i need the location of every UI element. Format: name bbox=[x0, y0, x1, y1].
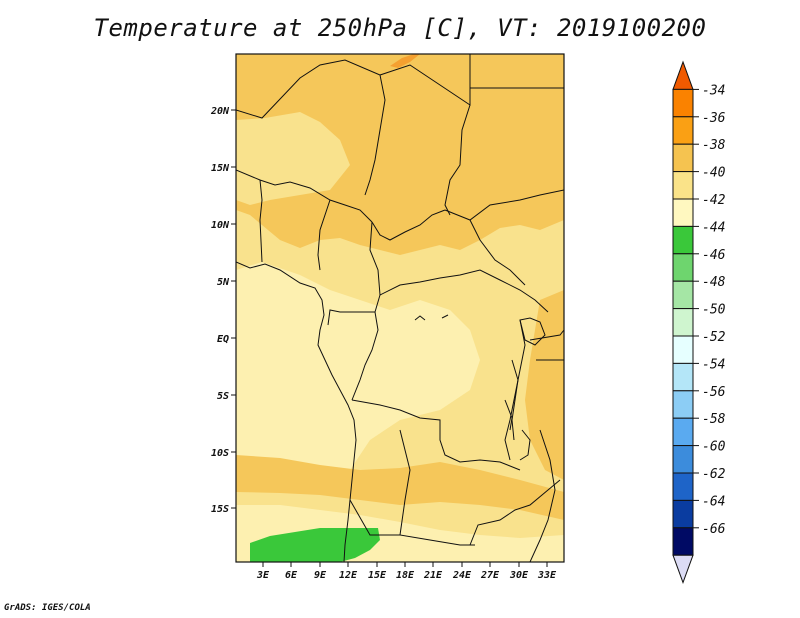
colorbar-label: -52 bbox=[702, 330, 726, 345]
colorbar-segment bbox=[672, 308, 694, 337]
colorbar-label: -44 bbox=[702, 220, 725, 235]
colorbar-segment bbox=[672, 417, 694, 447]
field-band-36-38 bbox=[390, 54, 420, 68]
colorbar-label: -66 bbox=[702, 522, 726, 537]
colorbar-label: -46 bbox=[702, 248, 726, 263]
footer-credit: GrADS: IGES/COLA bbox=[4, 603, 91, 613]
colorbar-segment bbox=[672, 390, 694, 419]
lon-label: 18E bbox=[396, 570, 415, 581]
colorbar-label: -36 bbox=[702, 111, 726, 126]
lon-label: 21E bbox=[423, 570, 443, 581]
temperature-field bbox=[236, 54, 564, 562]
colorbar-label: -48 bbox=[702, 275, 726, 290]
colorbar-segment bbox=[672, 362, 694, 392]
colorbar-segment bbox=[672, 253, 694, 282]
axis-ticks bbox=[231, 109, 548, 567]
map-title: Temperature at 250hPa [C], VT: 201910020… bbox=[93, 14, 707, 42]
lat-label: 20N bbox=[210, 106, 230, 117]
colorbar-label: -54 bbox=[702, 357, 725, 372]
lon-label: 15E bbox=[368, 570, 387, 581]
latitude-labels: 20N 15N 10N 5N EQ 5S 10S 15S bbox=[210, 106, 230, 515]
colorbar-segment bbox=[672, 171, 694, 200]
colorbar-segment bbox=[672, 499, 694, 529]
lon-label: 6E bbox=[285, 570, 298, 581]
lat-label: 5N bbox=[217, 277, 230, 288]
lon-label: 9E bbox=[314, 570, 327, 581]
lat-label: EQ bbox=[217, 334, 229, 345]
field-band-38-40 bbox=[236, 54, 564, 255]
colorbar: -34 -36 -38 -40 -42 -44 -46 -48 -50 -52 -54 -56 -58 -… bbox=[672, 60, 726, 585]
colorbar-label: -62 bbox=[702, 467, 726, 482]
colorbar-label: -64 bbox=[702, 494, 725, 509]
lat-label: 15N bbox=[211, 163, 230, 174]
lon-label: 12E bbox=[339, 570, 358, 581]
colorbar-segment bbox=[672, 88, 694, 118]
field-band-42-44 bbox=[236, 262, 480, 490]
lat-label: 10N bbox=[211, 220, 230, 231]
map-frame bbox=[235, 53, 565, 563]
colorbar-label: -34 bbox=[702, 83, 725, 98]
lon-label: 27E bbox=[480, 570, 500, 581]
lat-label: 5S bbox=[217, 391, 229, 402]
colorbar-segment bbox=[672, 335, 694, 364]
colorbar-label: -50 bbox=[702, 303, 726, 318]
field-band-44-46 bbox=[250, 528, 380, 562]
colorbar-segment bbox=[672, 225, 694, 255]
field-band-38-40-east bbox=[525, 290, 564, 480]
colorbar-label: -56 bbox=[702, 385, 726, 400]
colorbar-label: -40 bbox=[702, 166, 726, 181]
colorbar-segment bbox=[672, 554, 694, 585]
colorbar-segment bbox=[672, 280, 694, 310]
colorbar-segment bbox=[672, 472, 694, 501]
colorbar-segment bbox=[672, 60, 694, 90]
lon-label: 30E bbox=[509, 570, 529, 581]
colorbar-label: -42 bbox=[702, 193, 726, 208]
colorbar-segment bbox=[672, 116, 694, 145]
colorbar-segment bbox=[672, 198, 694, 227]
lon-label: 33E bbox=[537, 570, 557, 581]
lat-label: 15S bbox=[211, 504, 229, 515]
lat-label: 10S bbox=[211, 448, 229, 459]
field-band-38-40-south bbox=[236, 455, 564, 520]
country-borders bbox=[236, 54, 564, 562]
colorbar-segment bbox=[672, 143, 694, 173]
longitude-labels: 3E 6E 9E 12E 15E 18E 21E 24E 27E 30E 33E bbox=[256, 570, 557, 581]
lon-label: 3E bbox=[256, 570, 270, 581]
colorbar-segment bbox=[672, 527, 694, 556]
lon-label: 24E bbox=[452, 570, 472, 581]
colorbar-label: -58 bbox=[702, 412, 726, 427]
colorbar-label: -38 bbox=[702, 138, 726, 153]
colorbar-segment bbox=[672, 445, 694, 474]
colorbar-label: -60 bbox=[702, 440, 726, 455]
